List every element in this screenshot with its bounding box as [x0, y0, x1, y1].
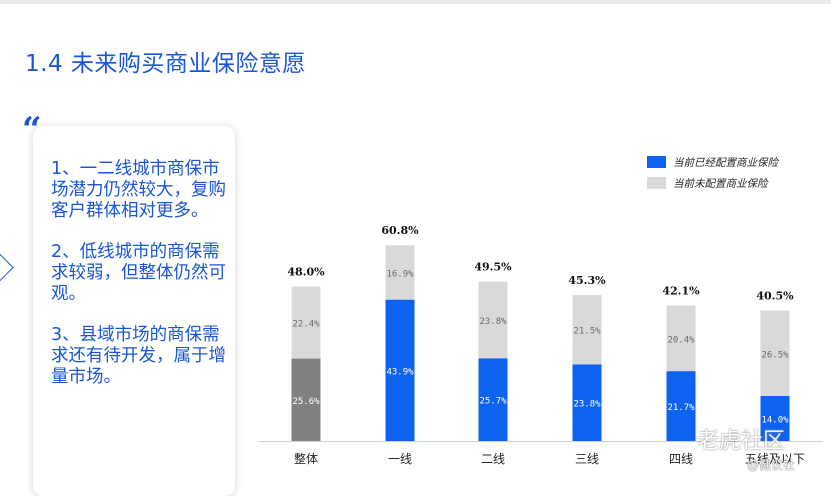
data-label-configured: 25.6% [292, 397, 320, 407]
bar-configured [666, 371, 696, 441]
data-label-not-configured: 26.5% [761, 350, 789, 360]
data-label-configured: 21.7% [667, 403, 695, 413]
category-label: 五线及以下 [745, 452, 805, 466]
bar-configured [385, 299, 415, 441]
data-label-not-configured: 16.9% [386, 269, 414, 279]
summary-card: 1、一二线城市商保市场潜力仍然较大，复购客户群体相对更多。 2、低线城市的商保需… [33, 126, 235, 496]
category-label: 二线 [481, 452, 505, 466]
legend-swatch-configured [647, 156, 666, 168]
watermark-sub: @健议社 [747, 458, 796, 472]
category-label: 四线 [669, 452, 693, 466]
summary-point-1: 1、一二线城市商保市场潜力仍然较大，复购客户群体相对更多。 [51, 159, 226, 221]
quote-icon: “ [22, 110, 42, 150]
stacked-bar-chart: 25.6% 22.4% 48.0% 整体 43.9% 16.9% 60.8% 一线 25.7% 2… [258, 156, 823, 466]
legend-label-not-configured: 当前未配置商业保险 [673, 178, 769, 190]
data-label-configured: 43.9% [386, 367, 414, 377]
bar-not-configured [291, 286, 321, 359]
bar-configured [478, 358, 508, 441]
data-label-configured: 25.7% [479, 397, 507, 407]
bar-not-configured [385, 245, 415, 300]
data-label-not-configured: 23.8% [479, 317, 507, 327]
page-title: 1.4 未来购买商业保险意愿 [25, 51, 306, 77]
category-label: 整体 [294, 451, 318, 466]
total-label: 42.1% [662, 284, 700, 297]
top-border [0, 0, 831, 4]
total-label: 48.0% [287, 265, 325, 278]
bar-configured [291, 358, 321, 441]
data-label-not-configured: 22.4% [292, 320, 320, 330]
legend-swatch-not-configured [647, 177, 666, 189]
total-label: 40.5% [756, 290, 794, 303]
data-label-configured: 14.0% [761, 415, 789, 425]
total-label: 45.3% [568, 274, 606, 287]
total-label: 60.8% [381, 224, 419, 237]
bar-not-configured [572, 295, 602, 365]
bar-not-configured [478, 281, 508, 359]
category-label: 三线 [575, 452, 599, 466]
watermark-logo: 老虎社区 [697, 429, 786, 454]
total-label: 49.5% [474, 261, 512, 274]
bar-not-configured [666, 305, 696, 372]
summary-text: 1、一二线城市商保市场潜力仍然较大，复购客户群体相对更多。 2、低线城市的商保需… [51, 159, 231, 408]
data-label-configured: 23.8% [573, 400, 601, 410]
category-label: 一线 [388, 452, 412, 466]
data-label-not-configured: 21.5% [573, 327, 601, 337]
bar-configured [572, 364, 602, 441]
summary-point-2: 2、低线城市的商保需求较弱，但整体仍然可观。 [51, 242, 226, 304]
bar-not-configured [760, 310, 790, 396]
data-label-not-configured: 20.4% [667, 335, 695, 345]
legend-label-configured: 当前已经配置商业保险 [673, 157, 779, 169]
bar-configured [760, 395, 790, 441]
summary-point-3: 3、县域市场的商保需求还有待开发，属于增量市场。 [51, 325, 226, 387]
